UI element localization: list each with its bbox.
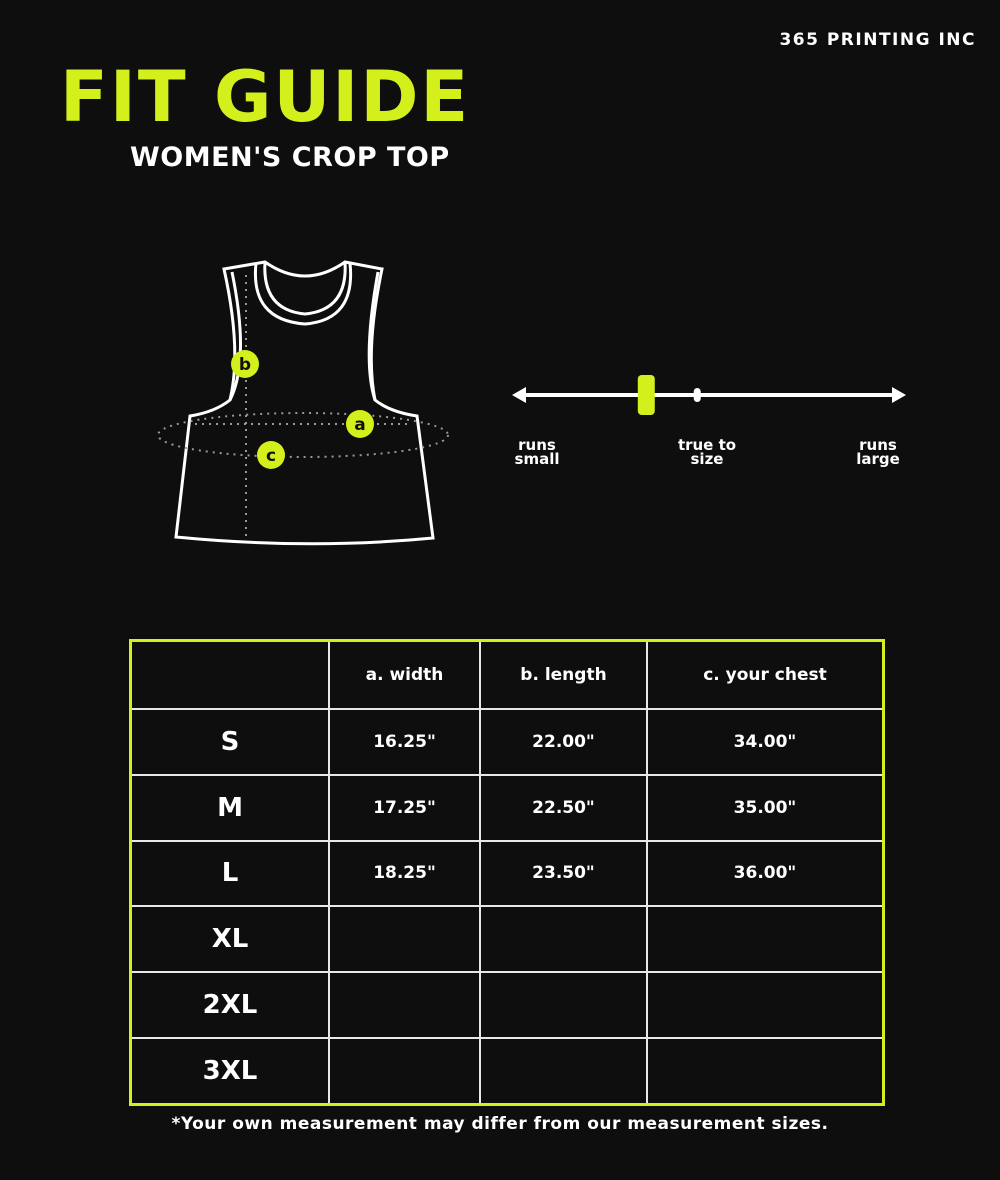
header-length: b. length (479, 639, 648, 710)
size-chart-table: a. width b. length c. your chest S 16.25"… (129, 639, 885, 1106)
arrow-left-icon (512, 387, 526, 403)
label-b: b (239, 355, 251, 375)
length-cell: 23.50" (479, 839, 648, 908)
label-a: a (354, 415, 365, 435)
table-row: XL (129, 905, 885, 973)
chest-cell (645, 905, 885, 973)
label-c: c (266, 446, 276, 466)
brand-name: 365 PRINTING INC (779, 30, 976, 50)
chest-cell: 35.00" (645, 773, 885, 842)
table-row: S 16.25" 22.00" 34.00" (129, 708, 885, 776)
table-row: 3XL (129, 1036, 885, 1106)
size-cell: 2XL (129, 971, 330, 1039)
fit-scale (512, 375, 906, 415)
fit-marker (637, 375, 655, 415)
size-cell: M (129, 773, 330, 842)
chest-cell (645, 971, 885, 1039)
table-row: M 17.25" 22.50" 35.00" (129, 773, 885, 842)
width-cell (327, 905, 482, 973)
shirt-outline (174, 260, 435, 546)
measurement-guides (157, 275, 449, 540)
true-to-size-tick (693, 388, 701, 402)
crop-top-diagram: b a c (157, 260, 449, 546)
length-cell: 22.00" (479, 708, 648, 776)
length-cell (479, 905, 648, 973)
runs-large-label: runs large (856, 436, 900, 468)
page-subtitle: WOMEN'S CROP TOP (130, 142, 450, 173)
table-row: L 18.25" 23.50" 36.00" (129, 839, 885, 908)
chest-cell: 36.00" (645, 839, 885, 908)
header-width: a. width (327, 639, 482, 710)
width-cell: 18.25" (327, 839, 482, 908)
table-row: 2XL (129, 971, 885, 1039)
page-title: FIT GUIDE (60, 56, 471, 138)
label-a-badge (346, 410, 374, 438)
length-cell (479, 971, 648, 1039)
header-chest: c. your chest (645, 639, 885, 710)
width-cell (327, 971, 482, 1039)
label-b-badge (231, 350, 259, 378)
size-cell: XL (129, 905, 330, 973)
arrow-right-icon (892, 387, 906, 403)
width-cell: 17.25" (327, 773, 482, 842)
size-cell: L (129, 839, 330, 908)
runs-small-label: runs small (514, 436, 560, 468)
table-header-row: a. width b. length c. your chest (129, 639, 885, 710)
size-cell: S (129, 708, 330, 776)
chest-cell (645, 1036, 885, 1106)
true-to-size-label: true to size (677, 436, 737, 468)
chest-cell: 34.00" (645, 708, 885, 776)
footnote: *Your own measurement may differ from ou… (171, 1114, 829, 1134)
label-c-badge (257, 441, 285, 469)
width-cell (327, 1036, 482, 1106)
length-cell (479, 1036, 648, 1106)
width-cell: 16.25" (327, 708, 482, 776)
length-cell: 22.50" (479, 773, 648, 842)
size-cell: 3XL (129, 1036, 330, 1106)
header-blank (129, 639, 330, 710)
